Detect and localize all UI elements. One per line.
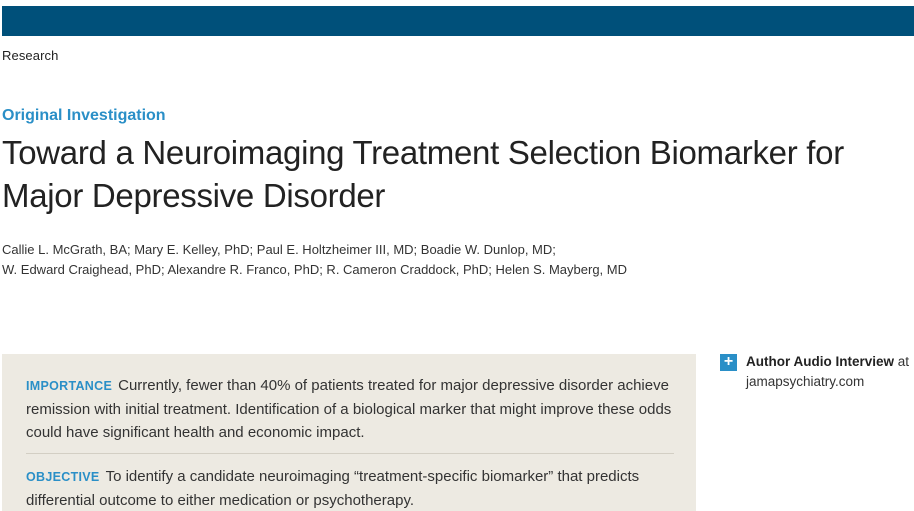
abstract-objective: OBJECTIVE To identify a candidate neuroim… [26, 465, 674, 511]
author-line-1: Callie L. McGrath, BA; Mary E. Kelley, P… [2, 240, 702, 260]
audio-interview-label: Author Audio Interview [746, 354, 894, 369]
article-title: Toward a Neuroimaging Treatment Selectio… [2, 131, 882, 217]
abstract-box: IMPORTANCE Currently, fewer than 40% of p… [2, 354, 696, 511]
abstract-divider [26, 453, 674, 454]
section-label: Research [2, 48, 58, 63]
author-list: Callie L. McGrath, BA; Mary E. Kelley, P… [2, 240, 702, 280]
importance-heading: IMPORTANCE [26, 379, 112, 393]
author-audio-interview-link[interactable]: + Author Audio Interview at jamapsychiat… [720, 352, 914, 392]
objective-heading: OBJECTIVE [26, 470, 100, 484]
author-line-2: W. Edward Craighead, PhD; Alexandre R. F… [2, 260, 702, 280]
journal-header-bar [2, 6, 914, 36]
importance-text: Currently, fewer than 40% of patients tr… [26, 377, 671, 441]
audio-interview-site: jamapsychiatry.com [746, 374, 864, 389]
article-type: Original Investigation [2, 107, 166, 125]
plus-icon: + [720, 354, 737, 371]
objective-text: To identify a candidate neuroimaging “tr… [26, 468, 639, 509]
abstract-importance: IMPORTANCE Currently, fewer than 40% of p… [26, 374, 674, 444]
audio-interview-suffix: at [894, 354, 909, 369]
